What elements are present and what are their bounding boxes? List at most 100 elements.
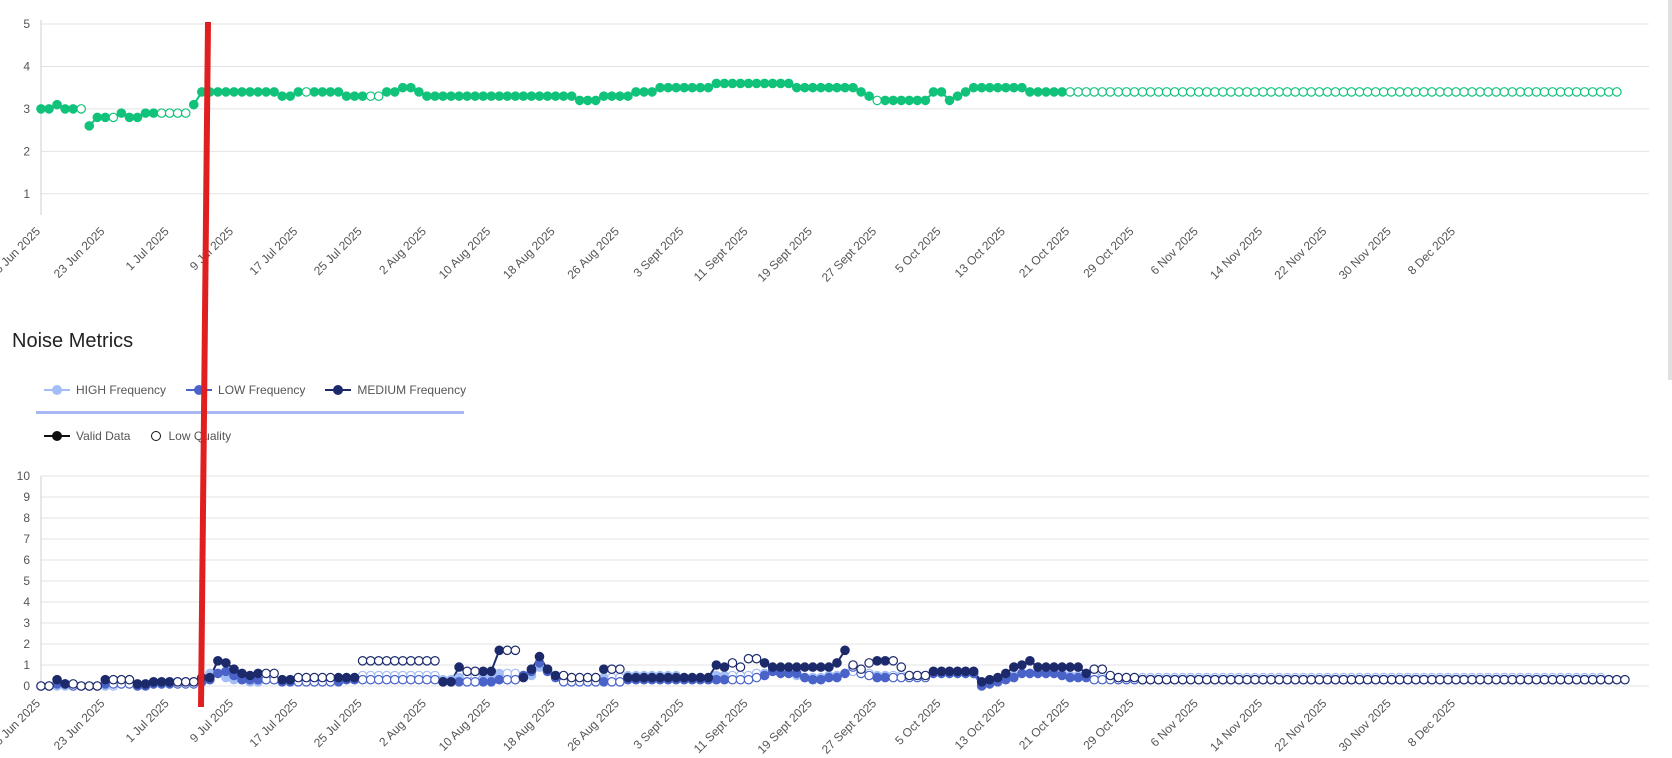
data-point[interactable]	[486, 91, 497, 101]
data-point[interactable]	[888, 672, 899, 683]
data-point[interactable]	[1193, 674, 1204, 685]
data-point[interactable]	[1210, 674, 1220, 685]
data-point[interactable]	[984, 674, 995, 685]
data-point[interactable]	[1539, 87, 1550, 97]
data-point[interactable]	[1539, 674, 1550, 685]
data-point[interactable]	[1370, 87, 1381, 97]
data-point[interactable]	[414, 674, 424, 685]
data-point[interactable]	[422, 674, 432, 685]
data-point[interactable]	[1049, 87, 1059, 97]
data-point[interactable]	[1579, 674, 1590, 685]
data-point[interactable]	[502, 674, 513, 685]
data-point[interactable]	[1531, 674, 1542, 685]
data-point[interactable]	[44, 681, 54, 691]
data-point[interactable]	[1475, 674, 1485, 685]
data-point[interactable]	[663, 672, 673, 683]
data-point[interactable]	[1354, 87, 1365, 97]
data-point[interactable]	[1025, 656, 1035, 666]
data-point[interactable]	[389, 656, 400, 666]
data-point[interactable]	[1290, 87, 1301, 97]
data-point[interactable]	[952, 91, 963, 101]
data-point[interactable]	[864, 658, 874, 668]
data-point[interactable]	[277, 91, 287, 101]
data-point[interactable]	[470, 666, 480, 677]
data-point[interactable]	[341, 672, 352, 683]
data-point[interactable]	[1145, 674, 1156, 685]
data-point[interactable]	[1185, 674, 1196, 685]
data-point[interactable]	[896, 662, 907, 672]
data-point[interactable]	[647, 672, 657, 683]
data-point[interactable]	[848, 82, 858, 93]
data-point[interactable]	[968, 666, 979, 677]
data-point[interactable]	[60, 679, 70, 689]
data-point[interactable]	[912, 670, 923, 681]
data-point[interactable]	[824, 82, 834, 93]
data-point[interactable]	[293, 672, 304, 683]
data-point[interactable]	[880, 95, 890, 106]
data-point[interactable]	[486, 666, 497, 677]
data-point[interactable]	[952, 666, 963, 677]
data-point[interactable]	[1218, 87, 1228, 97]
data-point[interactable]	[245, 670, 255, 681]
data-point[interactable]	[824, 672, 834, 683]
data-point[interactable]	[148, 108, 159, 118]
data-point[interactable]	[864, 670, 874, 681]
data-point[interactable]	[1370, 674, 1381, 685]
data-point[interactable]	[1483, 674, 1493, 685]
data-point[interactable]	[1322, 674, 1333, 685]
data-point[interactable]	[727, 78, 738, 89]
data-point[interactable]	[1017, 660, 1027, 670]
data-point[interactable]	[550, 670, 561, 681]
data-point[interactable]	[783, 662, 794, 672]
data-point[interactable]	[293, 87, 304, 97]
data-point[interactable]	[590, 95, 601, 106]
data-point[interactable]	[261, 668, 271, 679]
data-point[interactable]	[1515, 87, 1526, 97]
data-point[interactable]	[1113, 87, 1124, 97]
data-point[interactable]	[759, 78, 770, 89]
data-point[interactable]	[462, 677, 472, 687]
data-point[interactable]	[1137, 87, 1148, 97]
data-point[interactable]	[816, 662, 826, 672]
data-point[interactable]	[156, 108, 167, 118]
data-point[interactable]	[799, 672, 810, 683]
data-point[interactable]	[333, 672, 344, 683]
data-point[interactable]	[655, 672, 665, 683]
data-point[interactable]	[759, 658, 770, 668]
data-point[interactable]	[172, 108, 183, 118]
data-point[interactable]	[1595, 87, 1606, 97]
data-point[interactable]	[1153, 87, 1164, 97]
data-point[interactable]	[140, 679, 151, 689]
data-point[interactable]	[325, 672, 336, 683]
data-point[interactable]	[1587, 87, 1598, 97]
data-point[interactable]	[719, 662, 730, 672]
data-point[interactable]	[960, 87, 971, 97]
data-point[interactable]	[180, 677, 191, 687]
data-point[interactable]	[1073, 662, 1083, 672]
data-point[interactable]	[1073, 87, 1083, 97]
data-point[interactable]	[44, 104, 54, 114]
data-point[interactable]	[904, 670, 915, 681]
data-point[interactable]	[808, 82, 818, 93]
data-point[interactable]	[880, 656, 890, 666]
data-point[interactable]	[598, 677, 609, 687]
data-point[interactable]	[1547, 674, 1558, 685]
data-point[interactable]	[1306, 674, 1317, 685]
data-point[interactable]	[1362, 674, 1373, 685]
data-point[interactable]	[1282, 87, 1292, 97]
data-point[interactable]	[1242, 87, 1252, 97]
data-point[interactable]	[727, 658, 738, 668]
data-point[interactable]	[373, 656, 384, 666]
data-point[interactable]	[872, 95, 882, 106]
data-point[interactable]	[920, 670, 931, 681]
data-point[interactable]	[1121, 672, 1132, 683]
data-point[interactable]	[1025, 87, 1035, 97]
data-point[interactable]	[510, 674, 521, 685]
data-point[interactable]	[944, 95, 955, 106]
data-point[interactable]	[397, 656, 408, 666]
data-point[interactable]	[373, 91, 384, 101]
data-point[interactable]	[1129, 87, 1140, 97]
data-point[interactable]	[639, 87, 649, 97]
data-point[interactable]	[808, 674, 818, 685]
data-point[interactable]	[164, 677, 175, 687]
